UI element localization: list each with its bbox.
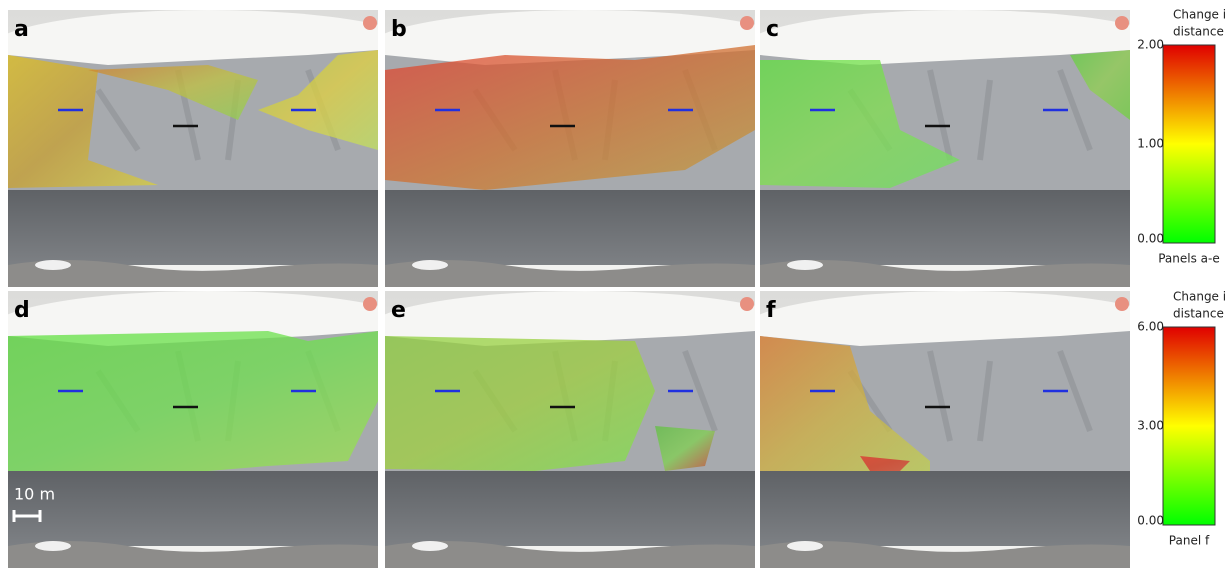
logo <box>363 16 377 30</box>
scale-bar-label: 10 m <box>14 485 55 504</box>
logo <box>1115 16 1129 30</box>
colorbar-caption: Panel f <box>1169 534 1210 548</box>
colorbar-tick-label: 2.00 <box>1137 38 1164 52</box>
panel-label: b <box>391 17 407 42</box>
panel-label: a <box>14 17 29 42</box>
colorbar-tick-label: 0.00 <box>1137 514 1164 528</box>
ice <box>412 541 448 551</box>
colorbar-tick-label: 6.00 <box>1137 320 1164 334</box>
water <box>8 190 378 265</box>
logo <box>740 16 754 30</box>
panel-image <box>365 10 805 287</box>
colorbar <box>1163 45 1215 243</box>
logo <box>1115 297 1129 311</box>
panel: b <box>365 10 805 287</box>
colorbar-caption: Panels a-e <box>1158 252 1220 266</box>
logo <box>740 297 754 311</box>
water <box>385 471 755 546</box>
water <box>760 471 1130 546</box>
panel: e <box>365 291 805 568</box>
panel-label: d <box>14 298 30 323</box>
ice <box>35 260 71 270</box>
panel-label: f <box>766 298 776 323</box>
colorbars: Change in distance (m) 2.00 1.00 0.00 Panels … <box>1137 8 1227 548</box>
ice <box>35 541 71 551</box>
change-overlay <box>385 336 655 471</box>
colorbar-tick-label: 3.00 <box>1137 419 1164 433</box>
panel-image <box>0 10 428 287</box>
colorbar-tick-label: 0.00 <box>1137 232 1164 246</box>
panel-image <box>740 10 1180 287</box>
panel-label: e <box>391 298 406 323</box>
panel-image <box>0 291 428 568</box>
panels: a b c d e f <box>0 10 1180 568</box>
figure: a b c d e f 10 m Change in distance (m) 2.00 1.0… <box>0 0 1227 569</box>
water <box>8 471 378 546</box>
panel-label: c <box>766 17 779 42</box>
colorbar-title: Change in <box>1173 290 1227 304</box>
panel: c <box>740 10 1180 287</box>
ice <box>787 541 823 551</box>
ice <box>412 260 448 270</box>
water <box>385 190 755 265</box>
colorbar-title: distance (m) <box>1173 307 1227 321</box>
logo <box>363 297 377 311</box>
colorbar <box>1163 327 1215 525</box>
change-overlay <box>8 331 378 471</box>
ice <box>787 260 823 270</box>
panel: d <box>0 291 428 568</box>
panel-image <box>740 291 1180 568</box>
panel: a <box>0 10 428 287</box>
colorbar-tick-label: 1.00 <box>1137 137 1164 151</box>
water <box>760 190 1130 265</box>
panel: f <box>740 291 1180 568</box>
colorbar-title: distance (m) <box>1173 25 1227 39</box>
colorbar-title: Change in <box>1173 8 1227 22</box>
panel-image <box>365 291 805 568</box>
